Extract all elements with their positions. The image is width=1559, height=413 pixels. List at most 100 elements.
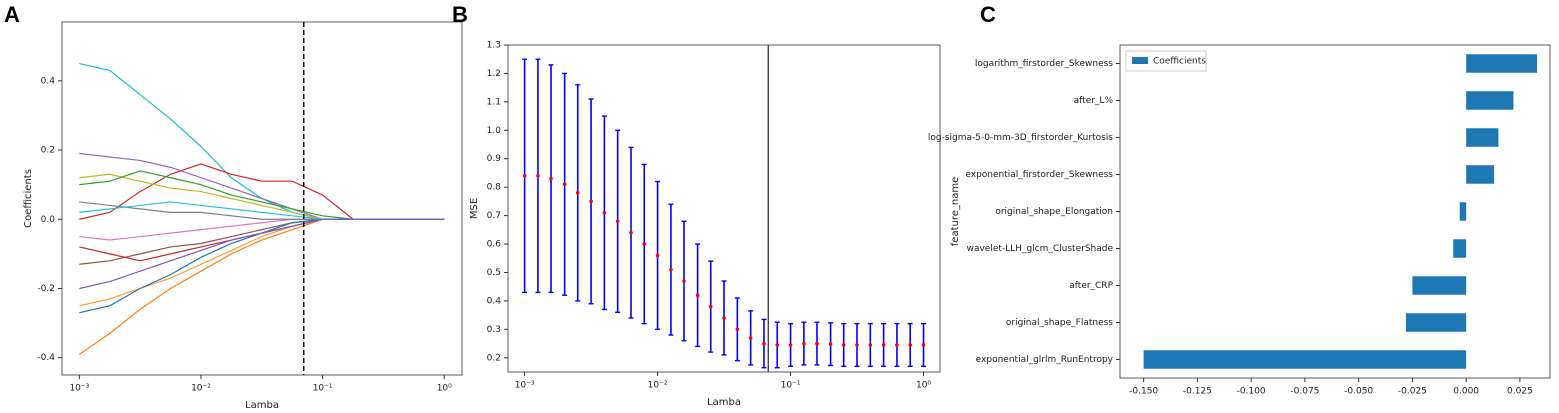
y-axis-label: MSE (469, 198, 480, 219)
x-tick-label: 0.025 (1507, 387, 1533, 397)
y-tick-label: logarithm_firstorder_Skewness (975, 59, 1113, 69)
y-tick-label: original_shape_Elongation (995, 207, 1113, 217)
x-tick-label: 10⁻² (648, 381, 668, 391)
x-axis-label: Lamba (245, 400, 279, 411)
mse-point (549, 176, 553, 181)
mse-point (575, 191, 580, 195)
y-tick-label: 0.3 (487, 325, 501, 335)
mse-point (562, 182, 567, 187)
mse-point (669, 267, 673, 272)
x-tick-label: -0.025 (1398, 387, 1427, 397)
panel-letter: B (452, 2, 468, 27)
y-tick-label: 0.7 (487, 211, 501, 221)
coefficient-path (79, 163, 445, 220)
mse-point (708, 304, 713, 309)
y-tick-label: log-sigma-5-0-mm-3D_firstorder_Kurtosis (928, 133, 1113, 143)
y-tick-label: 0.9 (487, 154, 502, 164)
bar (1405, 313, 1467, 332)
mse-point (775, 343, 780, 347)
y-tick-label: 1.3 (487, 41, 501, 51)
coefficient-path (79, 218, 445, 307)
bar (1412, 276, 1467, 295)
y-tick-label: after_L% (1074, 96, 1114, 106)
axes-frame (61, 21, 463, 376)
mse-point (695, 293, 700, 298)
bar (1143, 350, 1467, 369)
y-tick-label: 0.2 (487, 353, 501, 363)
mse-point (655, 253, 660, 258)
bar (1459, 202, 1467, 221)
x-tick-label: 10⁻³ (515, 381, 535, 391)
bar (1453, 239, 1467, 258)
mse-point (735, 327, 740, 332)
bar (1466, 128, 1499, 147)
legend-swatch (1132, 57, 1148, 64)
mse-point (881, 343, 886, 347)
mse-point (748, 336, 753, 340)
coefficient-path (79, 201, 445, 220)
mse-point (802, 341, 806, 346)
y-tick-label: 0.4 (41, 76, 56, 86)
x-tick-label: -0.050 (1344, 387, 1373, 397)
y-tick-label: 1.1 (487, 97, 501, 107)
mse-point (815, 341, 819, 346)
mse-point (841, 343, 846, 347)
mse-point (602, 210, 607, 215)
coefficient-path (79, 218, 445, 265)
x-tick-label: -0.100 (1237, 387, 1266, 397)
y-tick-label: 1.0 (487, 126, 502, 136)
x-tick-label: 0.000 (1453, 387, 1479, 397)
legend-label: Coefficients (1153, 57, 1206, 67)
x-tick-label: 10⁻² (191, 384, 211, 394)
x-tick-label: -0.125 (1183, 387, 1212, 397)
coefficient-path (79, 201, 445, 220)
mse-point (921, 343, 926, 347)
mse-point (629, 230, 633, 235)
y-tick-label: 0.6 (487, 240, 502, 250)
y-axis-label: Coefficients (23, 169, 34, 228)
y-tick-label: 0.0 (41, 215, 56, 225)
y-axis-label: feature_name (950, 177, 961, 246)
coefficient-path (79, 152, 445, 220)
y-tick-label: -0.2 (37, 284, 55, 294)
mse-point (868, 343, 873, 347)
mse-point (762, 341, 766, 346)
y-tick-label: 0.8 (487, 183, 502, 193)
bar (1466, 91, 1514, 110)
coefficient-path (79, 218, 445, 290)
y-tick-label: exponential_firstorder_Skewness (965, 170, 1113, 180)
mse-point (722, 316, 726, 320)
x-tick-label: -0.150 (1129, 387, 1158, 397)
x-tick-label: -0.075 (1290, 387, 1319, 397)
mse-point (788, 343, 793, 347)
y-tick-label: exponential_glrlm_RunEntropy (976, 355, 1114, 365)
x-tick-label: 10⁻³ (69, 384, 89, 394)
y-tick-label: 0.2 (41, 146, 55, 156)
panel-letter: A (4, 2, 20, 27)
y-tick-label: 0.4 (487, 296, 502, 306)
coefficient-path (79, 218, 445, 355)
x-tick-label: 10⁰ (437, 384, 452, 394)
legend-box (1125, 50, 1207, 72)
mse-point (855, 343, 859, 347)
y-tick-label: original_shape_Flatness (1006, 318, 1113, 328)
x-tick-label: 10⁰ (916, 381, 931, 391)
axes-frame (507, 44, 941, 373)
x-tick-label: 10⁻¹ (313, 384, 333, 394)
y-tick-label: -0.4 (37, 353, 55, 363)
mse-point (522, 174, 527, 178)
y-tick-label: 0.5 (487, 268, 501, 278)
x-tick-label: 10⁻¹ (781, 381, 801, 391)
mse-point (642, 242, 647, 246)
x-axis-label: Lamba (707, 397, 741, 408)
y-tick-label: after_CRP (1069, 281, 1113, 291)
mse-point (682, 279, 686, 283)
mse-point (908, 343, 913, 347)
mse-point (589, 199, 593, 204)
mse-point (828, 342, 833, 346)
panel-letter: C (980, 2, 996, 27)
bar (1466, 54, 1538, 73)
mse-point (536, 174, 540, 178)
y-tick-label: wavelet-LLH_glcm_ClusterShade (967, 244, 1114, 254)
